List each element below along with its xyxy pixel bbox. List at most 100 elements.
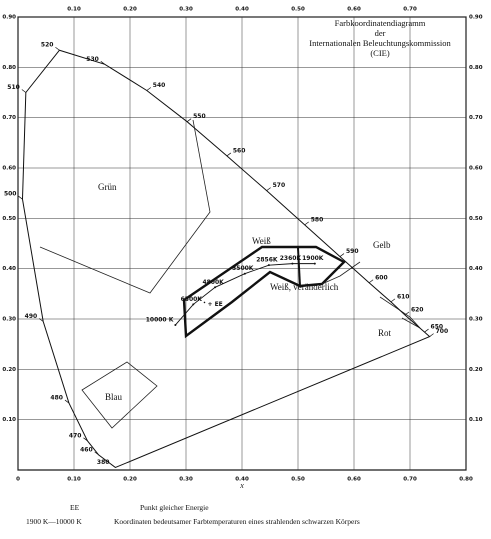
wavelength-label: 580 <box>311 216 324 223</box>
x-tick-label: 0.60 <box>347 477 361 483</box>
ee-point <box>203 301 206 304</box>
wavelength-label: 700 <box>436 328 449 335</box>
planck-label: 1900K <box>302 255 324 262</box>
planck-point <box>192 303 195 306</box>
wavelength-tick <box>64 399 70 404</box>
x-tick-label: 0.40 <box>235 477 249 483</box>
yellow-region <box>321 261 361 285</box>
x-tick-label-top: 0.10 <box>67 7 81 13</box>
wavelength-tick <box>404 311 410 316</box>
blue-region <box>81 361 158 429</box>
planck-point <box>174 324 177 327</box>
red-region <box>379 296 421 329</box>
curves <box>18 46 434 469</box>
wavelength-label: 550 <box>193 113 206 120</box>
wavelength-tick <box>226 152 232 157</box>
planck-label: 2360K <box>280 255 302 262</box>
footer-key: 1900 K—10000 K <box>26 517 82 526</box>
wavelength-label: 600 <box>375 274 388 281</box>
x-tick-label-top: 0.30 <box>179 7 193 13</box>
title-line: (CIE) <box>370 48 390 58</box>
title-line: Farbkoordinatendiagramm <box>335 18 426 28</box>
white-divider <box>297 247 301 287</box>
planck-label: 4800K <box>202 279 224 286</box>
x-tick-label-top: 0.70 <box>403 7 417 13</box>
wavelength-tick <box>390 298 396 303</box>
planck-label: 10000 K <box>146 317 174 324</box>
y-tick-label: 0.70 <box>2 115 16 121</box>
y-tick-label: 0.80 <box>2 65 16 71</box>
planck-point <box>267 264 270 267</box>
y-tick-label-right: 0.40 <box>469 266 483 272</box>
x-tick-label: 0 <box>16 477 20 483</box>
region-label: Gelb <box>373 240 391 250</box>
wavelength-tick <box>83 437 88 442</box>
spectral-locus <box>21 49 431 469</box>
region-label: Blau <box>105 392 122 402</box>
wavelength-label: 510 <box>7 84 20 91</box>
y-tick-label: 0.10 <box>2 417 16 423</box>
y-tick-label-right: 0.80 <box>469 65 483 71</box>
y-tick-label: 0.90 <box>2 15 16 21</box>
ee-label: + EE <box>207 301 222 308</box>
region-label: Grün <box>98 182 117 192</box>
y-tick-label: 0.50 <box>2 216 16 222</box>
planck-label: 3500K <box>232 265 254 272</box>
wavelength-label: 490 <box>25 313 38 320</box>
white-region <box>182 245 346 339</box>
wavelength-tick <box>424 328 429 333</box>
footer-text: Punkt gleicher Energie <box>140 503 209 512</box>
wavelength-label: 570 <box>273 182 286 189</box>
wavelength-tick <box>304 221 309 226</box>
region-label: Weiß, veränderlich <box>270 282 339 292</box>
wavelength-tick <box>186 118 192 122</box>
y-tick-label: 0.30 <box>2 317 16 323</box>
planck-label: 2856K <box>256 257 278 264</box>
wavelength-label: 470 <box>69 432 82 439</box>
y-tick-label: 0.40 <box>2 266 16 272</box>
planck-point <box>313 262 316 265</box>
x-tick-label-top: 0.60 <box>347 7 361 13</box>
x-tick-label-top: 0.50 <box>291 7 305 13</box>
y-tick-label-right: 0.70 <box>469 115 483 121</box>
x-axis-label: x <box>239 481 244 490</box>
wavelength-tick <box>94 451 99 456</box>
footer-key: EE <box>70 503 80 512</box>
wavelength-tick <box>18 195 23 200</box>
planck-point <box>291 262 294 265</box>
wavelength-label: 520 <box>41 42 54 49</box>
wavelength-tick <box>55 46 60 51</box>
x-tick-label: 0.70 <box>403 477 417 483</box>
wavelength-label: 620 <box>411 306 424 313</box>
y-tick-label-right: 0.10 <box>469 417 483 423</box>
x-tick-label: 0.80 <box>459 477 473 483</box>
green-region <box>39 119 211 294</box>
wavelength-tick <box>38 318 44 322</box>
wavelength-label: 530 <box>86 56 99 63</box>
planck-point <box>243 272 246 275</box>
region-label: Weiß <box>252 236 271 246</box>
title-line: Internationalen Beleuchtungskommission <box>309 38 451 48</box>
wavelength-tick <box>339 253 345 257</box>
wavelength-tick <box>100 61 106 65</box>
wavelength-label: 590 <box>346 248 359 255</box>
footer-text: Koordinaten bedeutsamer Farbtemperaturen… <box>114 517 360 526</box>
x-tick-label-top: 0.20 <box>123 7 137 13</box>
wavelength-tick <box>368 279 374 284</box>
wavelength-label: 560 <box>233 147 246 154</box>
x-tick-label: 0.30 <box>179 477 193 483</box>
x-tick-label-top: 0.40 <box>235 7 249 13</box>
wavelength-label: 650 <box>431 324 444 331</box>
wavelength-label: 500 <box>4 191 17 198</box>
y-tick-label-right: 0.50 <box>469 216 483 222</box>
x-tick-label: 0.50 <box>291 477 305 483</box>
planck-point <box>214 286 217 289</box>
wavelength-label: 540 <box>153 82 166 89</box>
planck-label: 6500K <box>181 296 203 303</box>
wavelength-tick <box>266 187 271 191</box>
wavelength-tick <box>429 333 434 337</box>
wavelength-label: 460 <box>80 446 93 453</box>
y-tick-label-right: 0.20 <box>469 367 483 373</box>
x-tick-label: 0.20 <box>123 477 137 483</box>
